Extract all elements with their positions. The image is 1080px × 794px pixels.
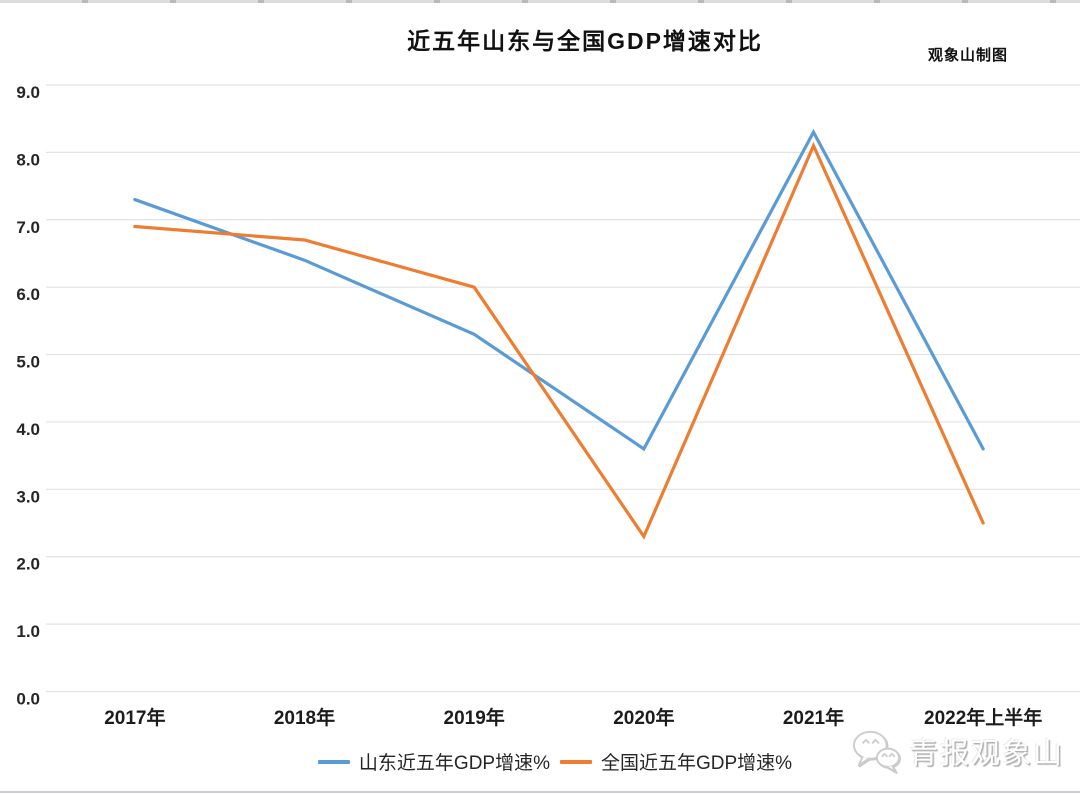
y-tick-label: 7.0 <box>16 218 40 237</box>
x-tick-label: 2021年 <box>783 706 844 729</box>
watermark-label: 青报观象山 <box>908 738 1064 770</box>
legend-label-1: 全国近五年GDP增速% <box>601 753 793 774</box>
x-tick-label: 2017年 <box>104 706 165 729</box>
legend: 山东近五年GDP增速% 全国近五年GDP增速% <box>30 748 1080 775</box>
top-divider <box>0 0 1080 3</box>
x-tick-label: 2020年 <box>613 706 674 729</box>
series-line-0 <box>133 128 985 452</box>
y-tick-label: 5.0 <box>16 353 40 372</box>
y-tick-label: 9.0 <box>16 83 40 102</box>
series-line-1 <box>133 141 985 540</box>
y-tick-label: 4.0 <box>16 420 40 439</box>
x-tick-label: 2018年 <box>274 706 335 729</box>
x-tick-label: 2022年上半年 <box>924 706 1042 729</box>
y-tick-label: 6.0 <box>16 285 40 304</box>
legend-dash-0 <box>317 759 350 764</box>
y-tick-label: 8.0 <box>16 150 40 169</box>
legend-dash-1 <box>560 759 592 764</box>
legend-item-1: 全国近五年GDP增速% <box>560 748 792 775</box>
chart-title: 近五年山东与全国GDP增速对比 <box>407 28 763 54</box>
credit-label: 观象山制图 <box>927 47 1008 64</box>
x-tick-label: 2019年 <box>444 706 505 729</box>
y-tick-label: 0.0 <box>16 690 40 709</box>
watermark: 青报观象山 <box>851 728 1064 774</box>
y-tick-label: 3.0 <box>16 487 40 506</box>
bottom-divider <box>0 791 1080 793</box>
wechat-icon <box>852 730 900 774</box>
legend-label-0: 山东近五年GDP增速% <box>358 753 550 774</box>
y-tick-label: 1.0 <box>16 622 40 641</box>
y-tick-label: 2.0 <box>16 555 40 574</box>
legend-item-0: 山东近五年GDP增速% <box>317 748 550 775</box>
